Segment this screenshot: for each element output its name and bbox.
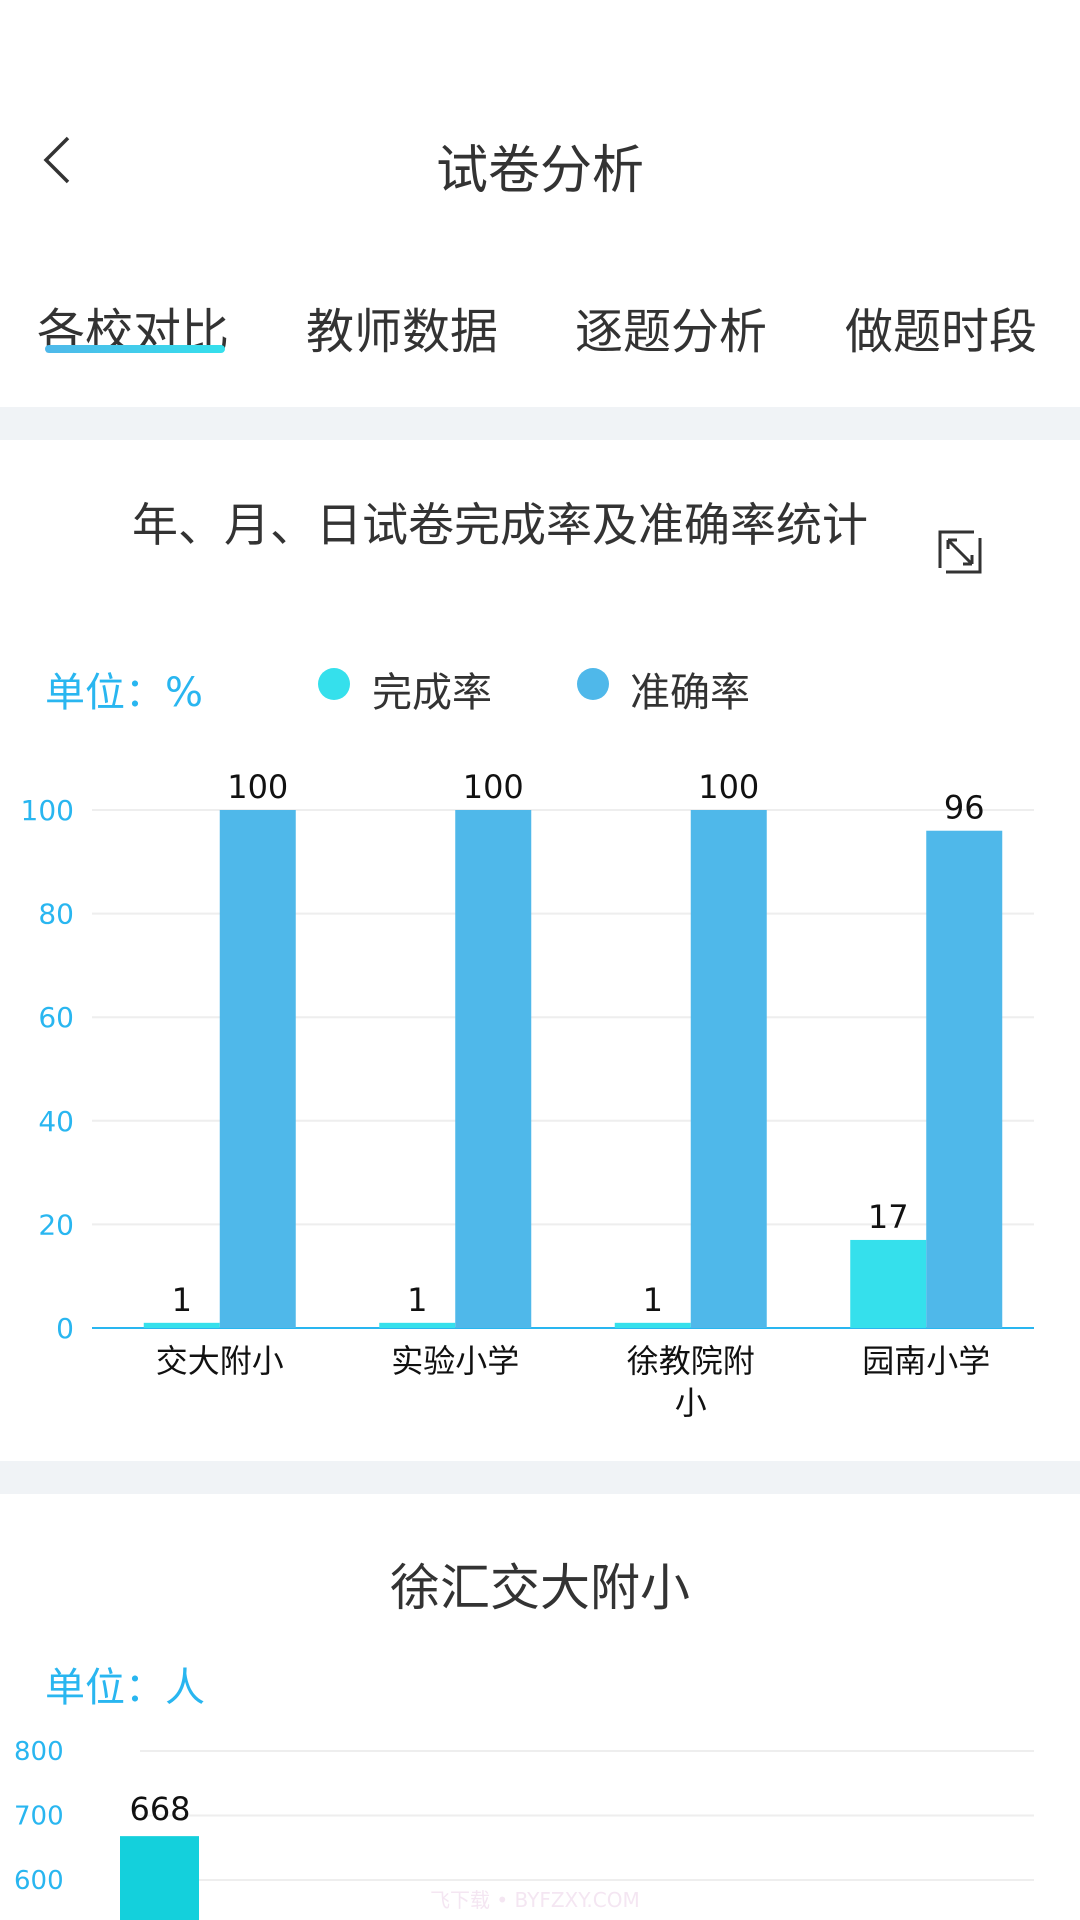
data-label: 100 — [227, 768, 288, 806]
data-label: 1 — [172, 1281, 192, 1319]
x-tick-label: 交大附小 — [156, 1342, 284, 1380]
tab-teacher-data[interactable]: 教师数据 — [306, 304, 499, 360]
bar-accuracy — [690, 810, 767, 1328]
data-label: 17 — [868, 1198, 909, 1236]
legend-label-accuracy: 准确率 — [630, 670, 750, 716]
unit-label: 单位：人 — [45, 1665, 205, 1711]
bar-completion — [850, 1239, 927, 1328]
bar-chart-students: 600 700 800 668 — [14, 1737, 1034, 1920]
legend-dot-completion — [318, 668, 350, 700]
section-divider — [0, 407, 1080, 440]
x-tick-label: 园南小学 — [862, 1342, 990, 1380]
data-label: 100 — [698, 768, 759, 806]
bar-accuracy — [455, 810, 532, 1328]
data-label: 1 — [407, 1281, 427, 1319]
y-tick-label: 40 — [38, 1105, 74, 1138]
back-button[interactable] — [38, 130, 88, 190]
data-label: 1 — [643, 1281, 663, 1319]
data-label: 100 — [463, 768, 524, 806]
expand-icon — [938, 530, 982, 574]
expand-button[interactable] — [936, 528, 984, 576]
y-tick-label: 0 — [56, 1312, 74, 1345]
y-tick-label: 80 — [38, 898, 74, 931]
y-tick-label: 700 — [14, 1802, 64, 1832]
chevron-left-icon — [43, 136, 70, 184]
tab-answer-time[interactable]: 做题时段 — [845, 304, 1038, 360]
x-tick-label: 实验小学 — [391, 1342, 519, 1380]
data-label: 668 — [129, 1790, 190, 1828]
y-tick-label: 20 — [38, 1208, 74, 1241]
bar-completion — [614, 1322, 691, 1328]
chart-title: 年、月、日试卷完成率及准确率统计 — [132, 498, 868, 552]
tab-question-analysis[interactable]: 逐题分析 — [575, 304, 768, 360]
bar-accuracy — [926, 830, 1003, 1328]
watermark: 飞下载 • BYFZXY.COM — [430, 1888, 640, 1912]
active-tab-indicator — [45, 345, 225, 353]
chart-title: 徐汇交大附小 — [390, 1559, 690, 1617]
bar-completion — [379, 1322, 456, 1328]
bar-accuracy — [219, 810, 296, 1328]
legend-dot-accuracy — [577, 668, 609, 700]
y-tick-label: 100 — [21, 794, 74, 827]
x-tick-label: 徐教院附 — [627, 1342, 755, 1380]
bar-completion — [143, 1322, 220, 1328]
legend-label-completion: 完成率 — [372, 670, 492, 716]
y-tick-label: 600 — [14, 1866, 64, 1896]
section-divider — [0, 1461, 1080, 1494]
y-tick-label: 800 — [14, 1737, 64, 1767]
unit-label: 单位：% — [45, 670, 204, 716]
x-tick-label: 小 — [675, 1384, 707, 1422]
page-title: 试卷分析 — [435, 141, 644, 201]
bar-students — [120, 1836, 199, 1920]
data-label: 96 — [944, 789, 985, 827]
y-tick-label: 60 — [38, 1001, 74, 1034]
